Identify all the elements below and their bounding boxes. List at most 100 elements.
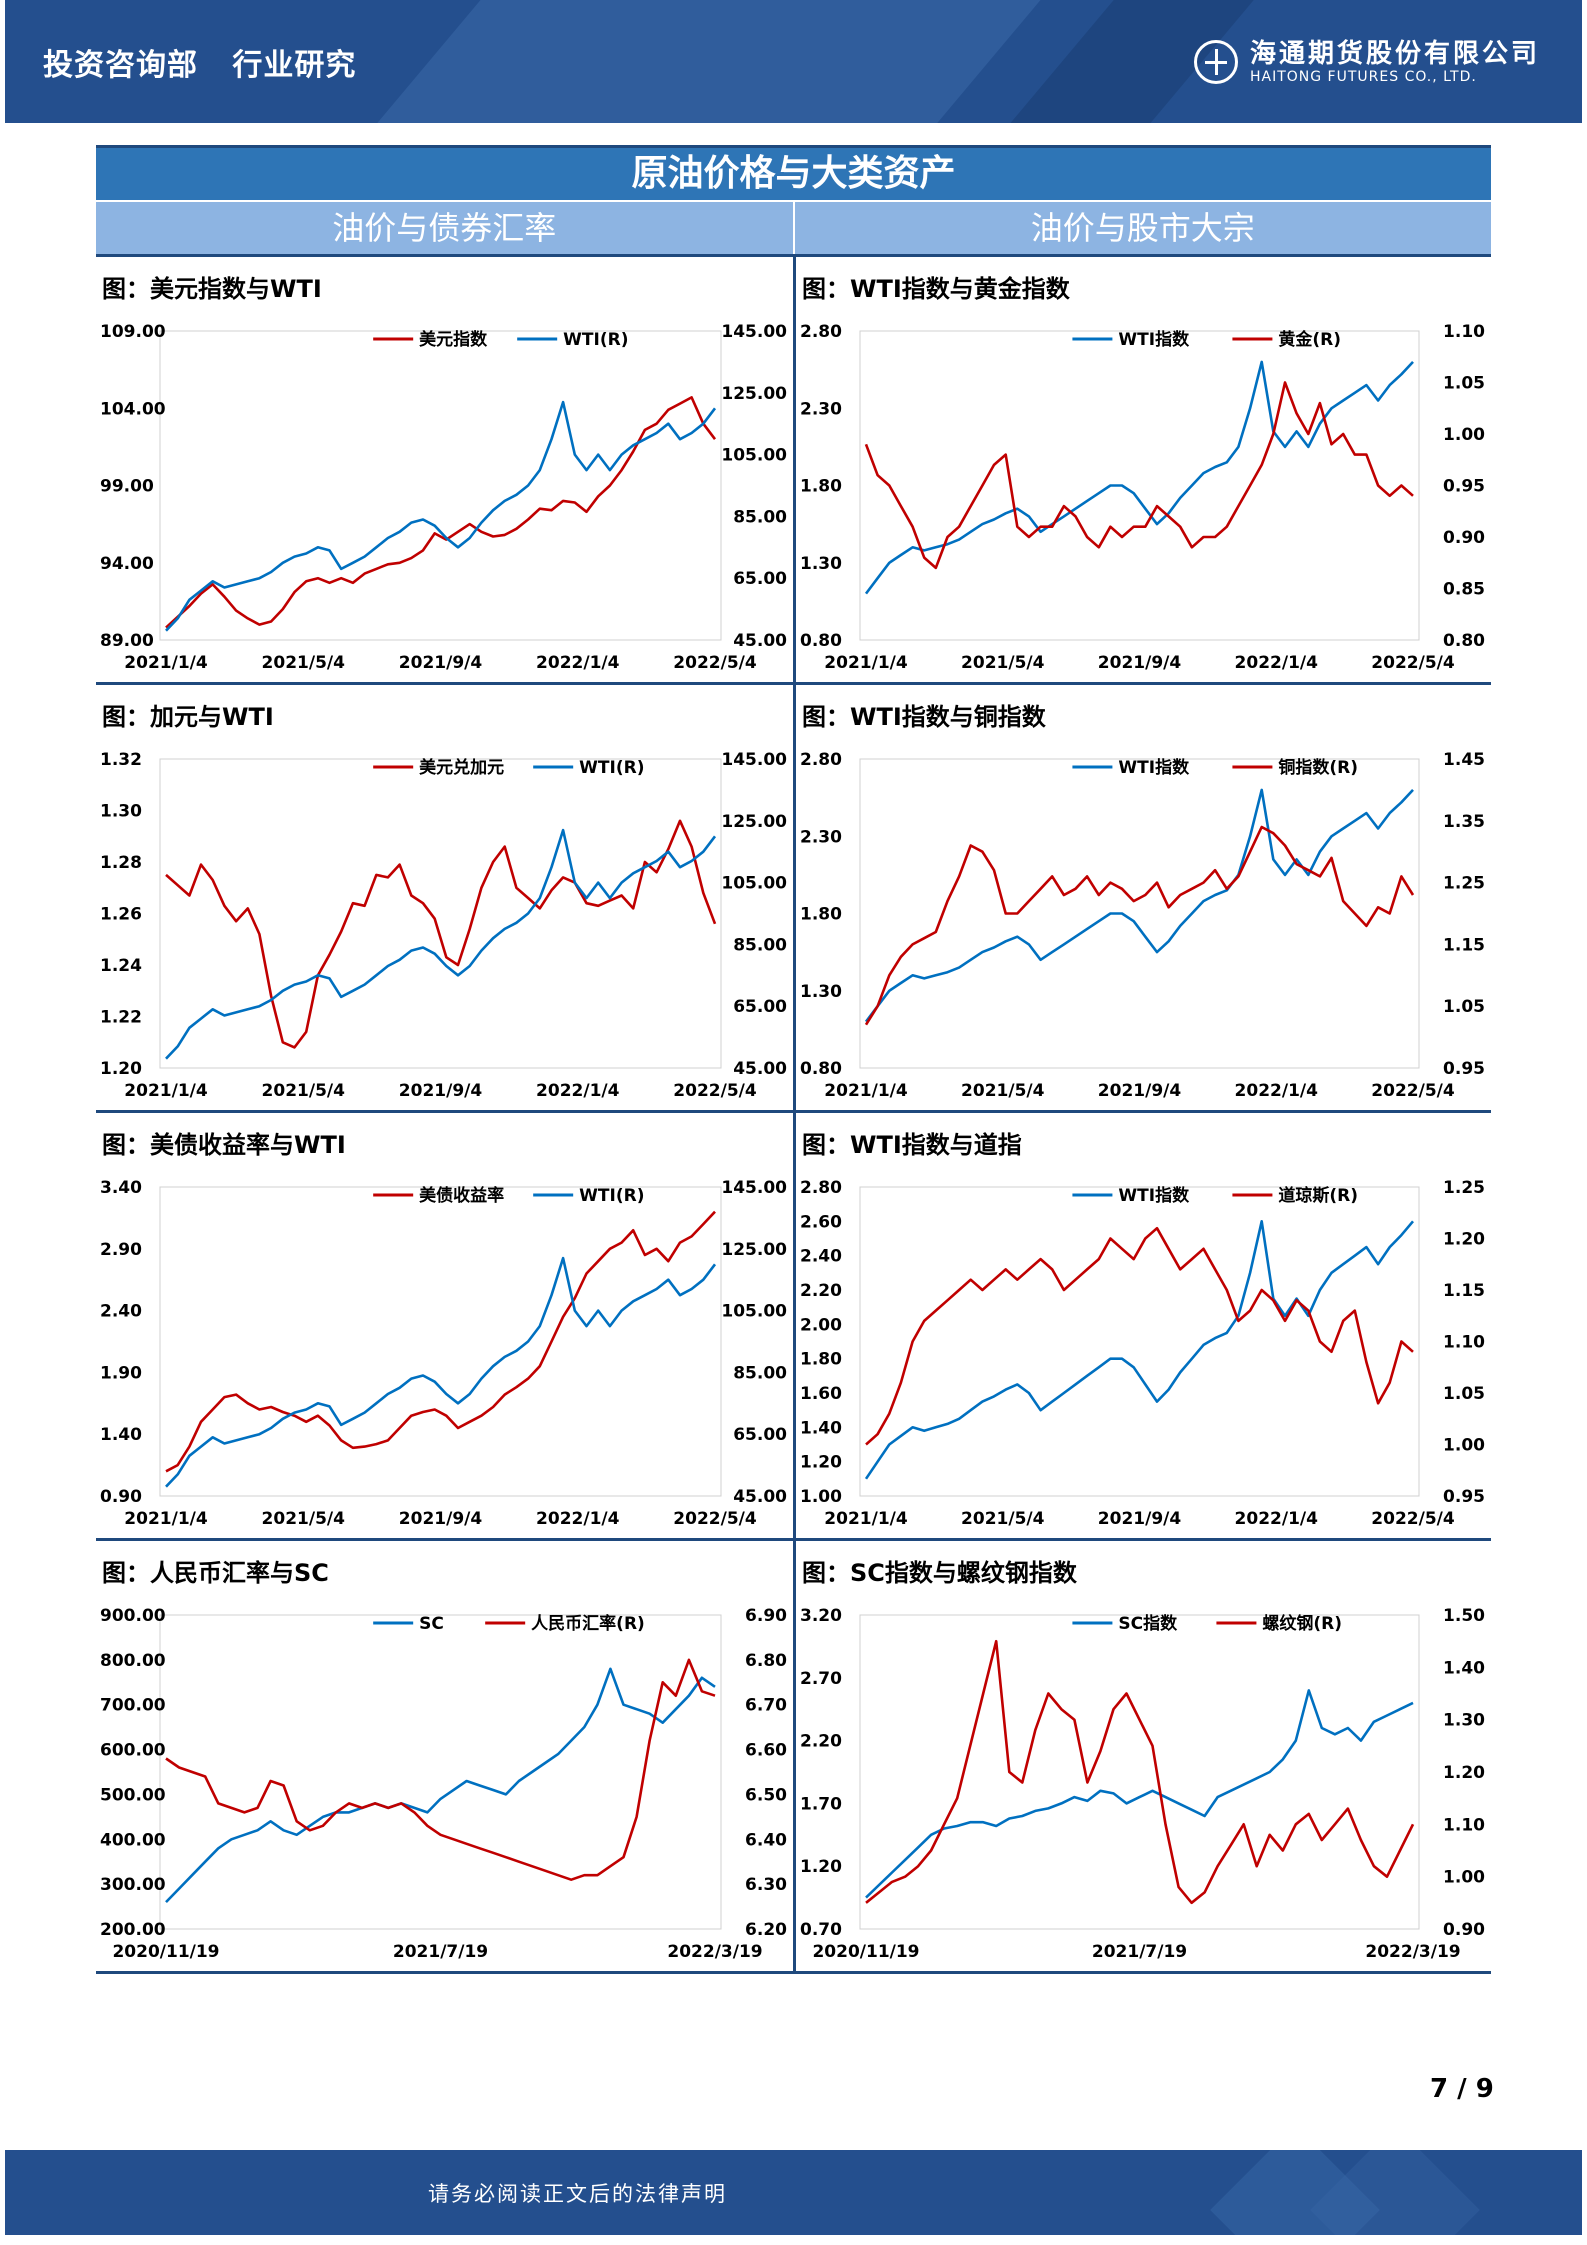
left-axis-tick-label: 1.40 bbox=[100, 1425, 142, 1445]
left-axis-tick-label: 1.20 bbox=[100, 1059, 142, 1079]
x-axis-tick-label: 2021/9/4 bbox=[399, 653, 483, 673]
x-axis-tick-label: 2022/5/4 bbox=[1371, 653, 1455, 673]
chart-cell: 图：WTI指数与道指 2.80 2.60 2.40 2.20 2.00 1.80 1.60 1.… bbox=[793, 1113, 1491, 1541]
legend-label: 美元兑加元 bbox=[419, 757, 504, 778]
right-axis-tick-label: 1.15 bbox=[1443, 935, 1485, 955]
company-logo: 海通期货股份有限公司 HAITONG FUTURES CO., LTD. bbox=[1193, 36, 1540, 88]
legal-disclaimer-link[interactable]: 请务必阅读正文后的法律声明 bbox=[428, 2182, 727, 2206]
left-axis-tick-label: 1.30 bbox=[800, 554, 842, 574]
company-name-cn: 海通期货股份有限公司 bbox=[1249, 39, 1540, 69]
left-axis-tick-label: 2.80 bbox=[800, 750, 842, 770]
left-axis-tick-label: 400.00 bbox=[100, 1830, 166, 1850]
left-axis-tick-label: 0.70 bbox=[800, 1920, 842, 1940]
plot-area bbox=[859, 1186, 1420, 1497]
right-axis-tick-label: 1.40 bbox=[1443, 1658, 1485, 1678]
chart-plot: 1.32 1.30 1.28 1.26 1.24 1.22 1.20 145.00 125.00… bbox=[100, 750, 787, 1101]
chart-plot: 900.00 800.00 700.00 600.00 500.00 400.00 300.… bbox=[100, 1606, 787, 1962]
x-axis-tick-label: 2022/5/4 bbox=[673, 1081, 757, 1101]
left-axis-tick-label: 1.40 bbox=[800, 1418, 842, 1438]
chart-plot: 2.80 2.60 2.40 2.20 2.00 1.80 1.60 1.40 1.20 1.00… bbox=[800, 1178, 1485, 1529]
x-axis-tick-label: 2021/7/19 bbox=[393, 1942, 488, 1962]
right-axis-tick-label: 1.25 bbox=[1443, 874, 1485, 894]
x-axis-tick-label: 2022/5/4 bbox=[673, 1509, 757, 1529]
legend-label: 美元指数 bbox=[419, 329, 488, 350]
right-axis-tick-label: 0.95 bbox=[1443, 1487, 1485, 1507]
legend-label: SC指数 bbox=[1118, 1613, 1178, 1634]
left-axis-tick-label: 500.00 bbox=[100, 1785, 166, 1805]
left-axis-tick-label: 1.90 bbox=[100, 1363, 142, 1383]
right-axis-tick-label: 65.00 bbox=[733, 997, 787, 1017]
left-axis-tick-label: 2.30 bbox=[800, 399, 842, 419]
x-axis-tick-label: 2022/3/19 bbox=[667, 1942, 762, 1962]
chart-table: 原油价格与大类资产 油价与债券汇率 油价与股市大宗 图：美元指数与WTI 109.… bbox=[96, 145, 1491, 1974]
right-axis-tick-label: 45.00 bbox=[733, 1487, 787, 1507]
chart-title: 图：加元与WTI bbox=[102, 703, 274, 731]
plot-area bbox=[859, 1614, 1420, 1930]
left-axis-tick-label: 2.30 bbox=[800, 827, 842, 847]
left-axis-tick-label: 104.00 bbox=[100, 399, 166, 419]
right-axis-tick-label: 85.00 bbox=[733, 1363, 787, 1383]
series-line bbox=[864, 825, 1415, 1026]
chart-plot: 2.80 2.30 1.80 1.30 0.80 1.45 1.35 1.25 1.15 1.05… bbox=[800, 750, 1485, 1101]
left-axis-tick-label: 1.70 bbox=[800, 1794, 842, 1814]
legend-label: WTI(R) bbox=[579, 758, 644, 778]
right-axis-tick-label: 6.70 bbox=[745, 1696, 787, 1716]
left-axis-tick-label: 2.90 bbox=[100, 1240, 142, 1260]
right-axis-tick-label: 6.60 bbox=[745, 1741, 787, 1761]
left-axis-tick-label: 2.40 bbox=[800, 1247, 842, 1267]
company-logo-icon bbox=[1193, 40, 1238, 84]
right-axis-tick-label: 0.80 bbox=[1443, 631, 1485, 651]
right-axis-tick-label: 0.95 bbox=[1443, 477, 1485, 497]
left-axis-tick-label: 1.80 bbox=[800, 905, 842, 925]
series-line bbox=[864, 360, 1414, 595]
legend-label: WTI指数 bbox=[1118, 757, 1190, 778]
plot-area bbox=[159, 758, 722, 1069]
plot-area bbox=[159, 330, 722, 641]
left-axis-tick-label: 1.80 bbox=[800, 1350, 842, 1370]
x-axis-tick-label: 2021/9/4 bbox=[1098, 1081, 1182, 1101]
header-decoration bbox=[295, 0, 1075, 123]
left-axis-tick-label: 1.20 bbox=[800, 1453, 842, 1473]
legend-label: SC bbox=[419, 1614, 444, 1634]
plot-area bbox=[159, 1614, 722, 1930]
left-axis-tick-label: 1.30 bbox=[800, 982, 842, 1002]
x-axis-tick-label: 2021/9/4 bbox=[399, 1081, 483, 1101]
x-axis-tick-label: 2022/1/4 bbox=[536, 653, 620, 673]
left-axis-tick-label: 3.40 bbox=[100, 1178, 142, 1198]
right-axis-tick-label: 65.00 bbox=[733, 569, 787, 589]
right-axis-tick-label: 1.15 bbox=[1443, 1281, 1485, 1301]
x-axis-tick-label: 2021/1/4 bbox=[824, 1509, 908, 1529]
left-axis-tick-label: 2.40 bbox=[100, 1302, 142, 1322]
x-axis-tick-label: 2021/9/4 bbox=[399, 1509, 483, 1529]
x-axis-tick-label: 2022/5/4 bbox=[1371, 1081, 1455, 1101]
chart-title: 图：美元指数与WTI bbox=[102, 275, 322, 303]
legend-label: WTI指数 bbox=[1118, 329, 1190, 350]
right-axis-tick-label: 1.20 bbox=[1443, 1230, 1485, 1250]
chart-cell: 图：WTI指数与黄金指数 2.80 2.30 1.80 1.30 0.80 1.10 1.05… bbox=[793, 257, 1491, 685]
left-axis-tick-label: 300.00 bbox=[100, 1875, 166, 1895]
right-axis-tick-label: 0.85 bbox=[1443, 580, 1485, 600]
right-axis-tick-label: 105.00 bbox=[721, 874, 787, 894]
x-axis-tick-label: 2022/5/4 bbox=[1371, 1509, 1455, 1529]
series-line bbox=[864, 1219, 1414, 1480]
left-axis-tick-label: 1.28 bbox=[100, 853, 142, 873]
left-axis-tick-label: 1.26 bbox=[100, 905, 142, 925]
left-axis-tick-label: 1.20 bbox=[800, 1857, 842, 1877]
series-line bbox=[165, 396, 717, 629]
x-axis-tick-label: 2021/1/4 bbox=[124, 653, 208, 673]
x-axis-tick-label: 2021/1/4 bbox=[124, 1081, 208, 1101]
x-axis-tick-label: 2022/1/4 bbox=[536, 1081, 620, 1101]
left-axis-tick-label: 0.90 bbox=[100, 1487, 142, 1507]
legend-label: 人民币汇率(R) bbox=[531, 1613, 645, 1634]
chart-cell: 图：美债收益率与WTI 3.40 2.90 2.40 1.90 1.40 0.90 145.0… bbox=[96, 1113, 793, 1541]
left-axis-tick-label: 900.00 bbox=[100, 1606, 166, 1626]
chart-cell: 图：美元指数与WTI 109.00 104.00 99.00 94.00 89.00 145… bbox=[96, 257, 793, 685]
left-axis-tick-label: 800.00 bbox=[100, 1651, 166, 1671]
left-axis-tick-label: 1.32 bbox=[100, 750, 142, 770]
right-axis-tick-label: 85.00 bbox=[733, 507, 787, 527]
right-axis-tick-label: 105.00 bbox=[721, 1302, 787, 1322]
chart-title: 图：WTI指数与黄金指数 bbox=[802, 275, 1070, 303]
left-axis-tick-label: 99.00 bbox=[100, 477, 154, 497]
right-axis-tick-label: 0.90 bbox=[1443, 528, 1485, 548]
legend-label: 螺纹钢(R) bbox=[1262, 1613, 1342, 1634]
